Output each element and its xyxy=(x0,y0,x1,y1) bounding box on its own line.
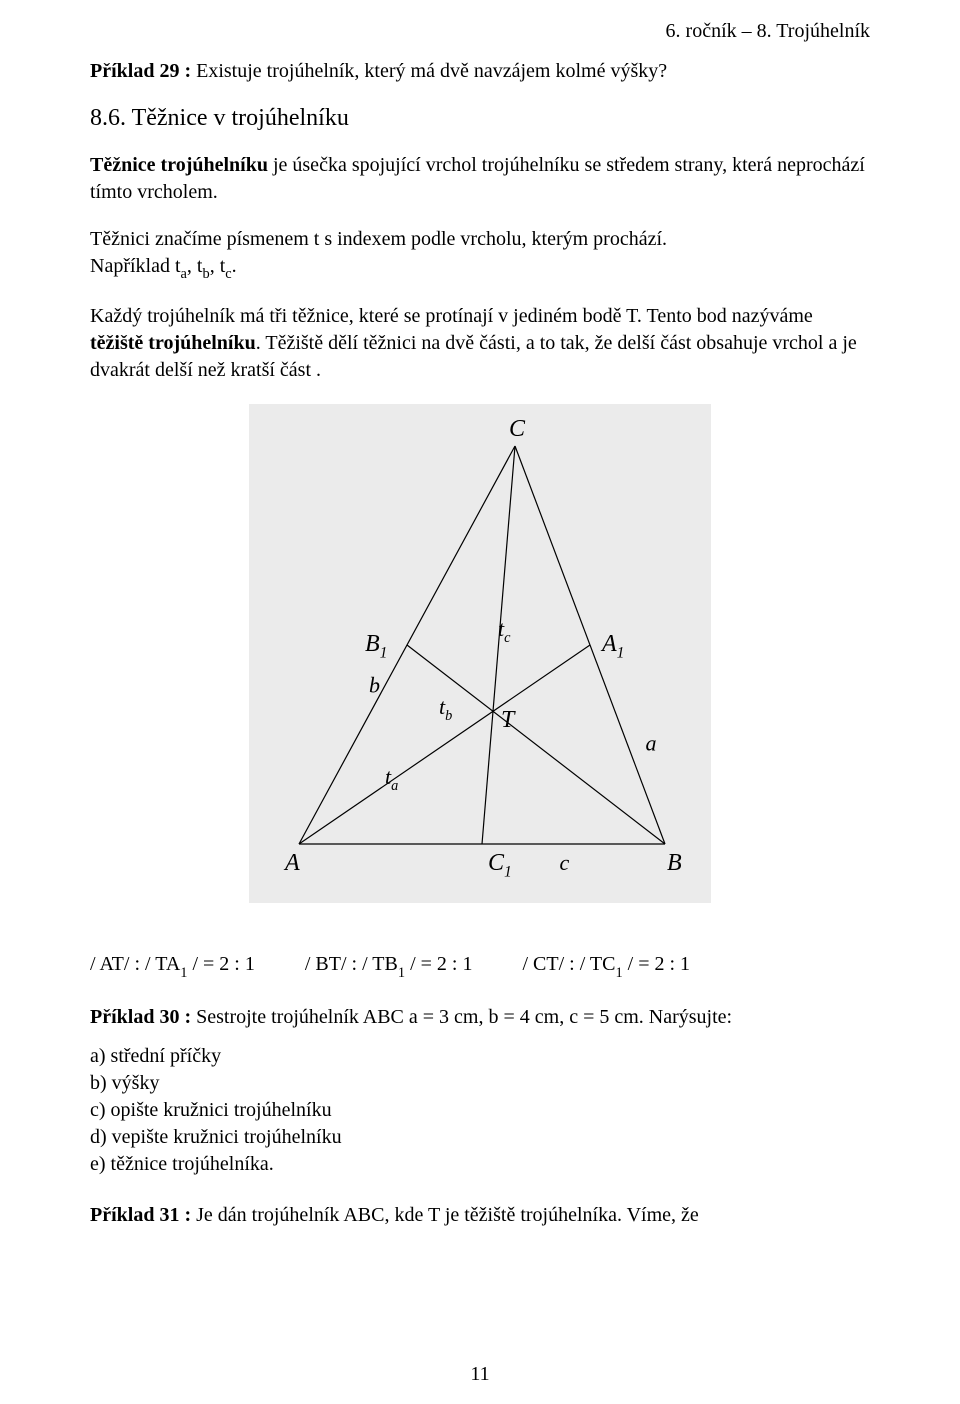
svg-text:c: c xyxy=(560,850,570,875)
svg-text:a: a xyxy=(646,731,657,756)
definition-1: Těžnice trojúhelníku je úsečka spojující… xyxy=(90,152,870,206)
sep2: , t xyxy=(210,255,226,277)
svg-text:tb: tb xyxy=(439,694,452,724)
definition-2: Těžnici značíme písmenem t s indexem pod… xyxy=(90,226,870,283)
list-item: d) vepište kružnici trojúhelníku xyxy=(90,1124,870,1151)
section-title-text: Těžnice v trojúhelníku xyxy=(126,105,349,131)
example-29-label: Příklad 29 : xyxy=(90,60,191,82)
page-number: 11 xyxy=(0,1363,960,1386)
figure-container: C A B A1 B1 C1 Ta b c ta tb tc xyxy=(90,404,870,903)
example-31: Příklad 31 : Je dán trojúhelník ABC, kde… xyxy=(90,1202,870,1229)
sep1: , t xyxy=(187,255,203,277)
ratio-2-pre: / BT/ : / TB xyxy=(305,953,398,975)
list-item: a) střední příčky xyxy=(90,1043,870,1070)
ratio-2-post: / = 2 : 1 xyxy=(405,953,472,975)
section-heading: 8.6. Těžnice v trojúhelníku xyxy=(90,105,870,132)
example-31-label: Příklad 31 : xyxy=(90,1204,191,1226)
svg-text:C1: C1 xyxy=(488,850,512,881)
example-31-text: Je dán trojúhelník ABC, kde T je těžiště… xyxy=(191,1204,699,1226)
ratio-2-sub: 1 xyxy=(398,965,405,981)
ratio-1-sub: 1 xyxy=(180,965,187,981)
list-item: e) těžnice trojúhelníka. xyxy=(90,1151,870,1178)
definition-3-bold: těžiště trojúhelníku xyxy=(90,332,256,354)
svg-text:B: B xyxy=(667,850,682,876)
definition-2-line1: Těžnici značíme písmenem t s indexem pod… xyxy=(90,228,667,250)
ratio-3-sub: 1 xyxy=(615,965,622,981)
example-30: Příklad 30 : Sestrojte trojúhelník ABC a… xyxy=(90,1004,870,1031)
ratio-3-post: / = 2 : 1 xyxy=(623,953,690,975)
example-30-label: Příklad 30 : xyxy=(90,1006,191,1028)
sub-b: b xyxy=(202,266,209,282)
list-item: b) výšky xyxy=(90,1070,870,1097)
definition-2-end: . xyxy=(232,255,237,277)
figure-box: C A B A1 B1 C1 Ta b c ta tb tc xyxy=(249,404,711,903)
svg-text:A: A xyxy=(283,850,300,876)
definition-3-s1: Každý trojúhelník má tři těžnice, které … xyxy=(90,305,813,327)
definition-3: Každý trojúhelník má tři těžnice, které … xyxy=(90,303,870,384)
example-29: Příklad 29 : Existuje trojúhelník, který… xyxy=(90,58,870,85)
definition-1-term: Těžnice trojúhelníku xyxy=(90,154,268,176)
definition-2-pre: Například t xyxy=(90,255,181,277)
svg-text:tc: tc xyxy=(498,616,511,646)
example-30-text: Sestrojte trojúhelník ABC a = 3 cm, b = … xyxy=(191,1006,732,1028)
example-29-text: Existuje trojúhelník, který má dvě navzá… xyxy=(191,60,667,82)
svg-text:B1: B1 xyxy=(365,631,387,662)
ratio-1-pre: / AT/ : / TA xyxy=(90,953,180,975)
example-30-list: a) střední příčky b) výšky c) opište kru… xyxy=(90,1043,870,1178)
ratio-3-pre: / CT/ : / TC xyxy=(522,953,615,975)
svg-text:b: b xyxy=(369,673,380,698)
ratio-row: / AT/ : / TA1 / = 2 : 1 / BT/ : / TB1 / … xyxy=(90,953,870,980)
triangle-diagram: C A B A1 B1 C1 Ta b c ta tb tc xyxy=(265,414,695,884)
svg-text:C: C xyxy=(509,416,526,442)
svg-text:T: T xyxy=(501,707,516,733)
list-item: c) opište kružnici trojúhelníku xyxy=(90,1097,870,1124)
sub-c: c xyxy=(225,266,231,282)
sub-a: a xyxy=(181,266,187,282)
header-context: 6. ročník – 8. Trojúhelník xyxy=(666,20,870,43)
svg-text:A1: A1 xyxy=(600,631,624,662)
ratio-1-post: / = 2 : 1 xyxy=(187,953,254,975)
section-number: 8.6. xyxy=(90,105,126,131)
svg-text:ta: ta xyxy=(385,764,398,794)
